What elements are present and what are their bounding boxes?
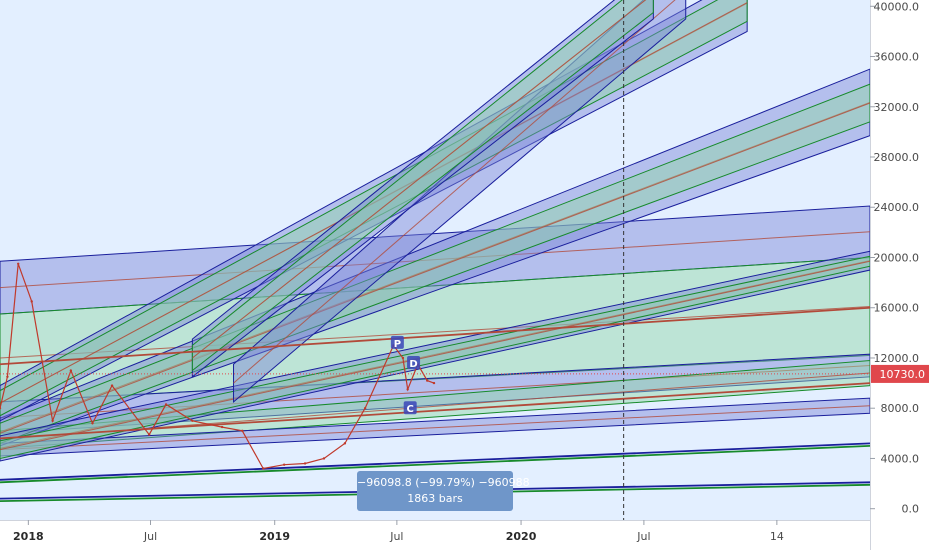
- y-tick-label: 12000.0: [874, 352, 920, 365]
- pattern-marker-bg: [403, 401, 417, 415]
- current-price-badge: [871, 364, 929, 383]
- series-point: [147, 433, 151, 436]
- y-tick-label: 0.0: [902, 503, 920, 516]
- y-tick-label: 24000.0: [874, 201, 920, 214]
- series-point: [426, 379, 429, 382]
- band-mid-line-10: [0, 2, 748, 404]
- x-axis-panel[interactable]: [0, 520, 870, 550]
- series-point: [322, 457, 326, 460]
- x-tick-label: 14: [770, 530, 784, 543]
- y-axis-ticks: 0.0 4000.0 8000.0 12000.0 16000.0 20000.0 2400…: [870, 0, 920, 516]
- current-price-label: 10730.0: [871, 364, 929, 383]
- series-point: [0, 407, 2, 410]
- y-tick-label: 32000.0: [874, 101, 920, 114]
- y-tick-label: 8000.0: [881, 402, 920, 415]
- trend-line-1[interactable]: [0, 444, 871, 484]
- x-tick-label: 2020: [506, 530, 537, 543]
- band-mid-line-1: [0, 305, 871, 359]
- band-9[interactable]: [0, 0, 748, 422]
- trend-line-4[interactable]: [0, 306, 871, 366]
- band-mid-line-7: [0, 260, 871, 449]
- series-point: [164, 403, 168, 406]
- y-tick-label: 4000.0: [881, 452, 920, 465]
- x-tick-label: Jul: [389, 530, 403, 543]
- y-tick-label: 16000.0: [874, 302, 920, 315]
- y-tick-label: 40000.0: [874, 0, 920, 13]
- x-axis-ticks: 2018 Jul 2019 Jul 2020 Jul 14: [13, 520, 784, 543]
- trend-line-0[interactable]: [0, 442, 871, 481]
- band-13[interactable]: [191, 0, 654, 372]
- x-tick-label: Jul: [143, 530, 157, 543]
- band-mid-line-5: [0, 101, 871, 433]
- band-mid-line-0: [0, 231, 871, 289]
- series-point: [363, 407, 367, 410]
- x-tick-label: 2019: [259, 530, 290, 543]
- pattern-marker-label[interactable]: C: [407, 404, 414, 415]
- band-10[interactable]: [0, 0, 748, 417]
- series-point: [220, 425, 224, 429]
- y-tick-label: 28000.0: [874, 151, 920, 164]
- measure-tooltip-bars: 1863 bars: [407, 492, 463, 505]
- series-point: [432, 381, 436, 385]
- series-point: [6, 375, 9, 379]
- series-point: [17, 262, 20, 265]
- series-point: [110, 384, 114, 387]
- band-11[interactable]: [233, 0, 687, 404]
- measure-tooltip-change: −96098.8 (−99.79%) −960988: [357, 476, 530, 489]
- series-point: [30, 300, 33, 303]
- price-series: [0, 262, 436, 470]
- y-axis-panel[interactable]: [870, 0, 932, 550]
- series-point: [51, 419, 54, 422]
- band-mid-line-11: [233, 0, 676, 384]
- band-mid-line-8: [0, 260, 871, 451]
- series-point: [406, 388, 409, 391]
- band-mid-line-2: [0, 365, 871, 419]
- y-tick-label: 36000.0: [874, 51, 920, 64]
- series-point: [241, 429, 244, 433]
- series-point: [69, 369, 73, 372]
- band-mid-line-4: [0, 405, 871, 451]
- pattern-marker-label[interactable]: P: [394, 339, 401, 350]
- pattern-marker-bg: [407, 355, 421, 369]
- series-point: [91, 422, 94, 425]
- series-point: [401, 356, 405, 360]
- pattern-marker-bg: [390, 335, 404, 349]
- x-tick-label: Jul: [636, 530, 650, 543]
- y-tick-label: 20000.0: [874, 251, 920, 264]
- current-price-text: 10730.0: [880, 368, 926, 381]
- band-mid-line-13: [192, 0, 647, 359]
- series-point: [262, 467, 265, 470]
- measure-tooltip: −96098.8 (−99.79%) −960988 1863 bars: [357, 471, 530, 511]
- series-point: [343, 442, 347, 445]
- band-mid-line-6: [0, 102, 871, 434]
- x-tick-label: 2018: [13, 530, 44, 543]
- series-point: [303, 462, 307, 465]
- series-point: [191, 419, 194, 422]
- drawing-bands[interactable]: [0, 0, 871, 462]
- series-point: [282, 463, 286, 466]
- pattern-marker-label[interactable]: D: [409, 359, 417, 370]
- pattern-markers[interactable]: PD C: [390, 335, 421, 415]
